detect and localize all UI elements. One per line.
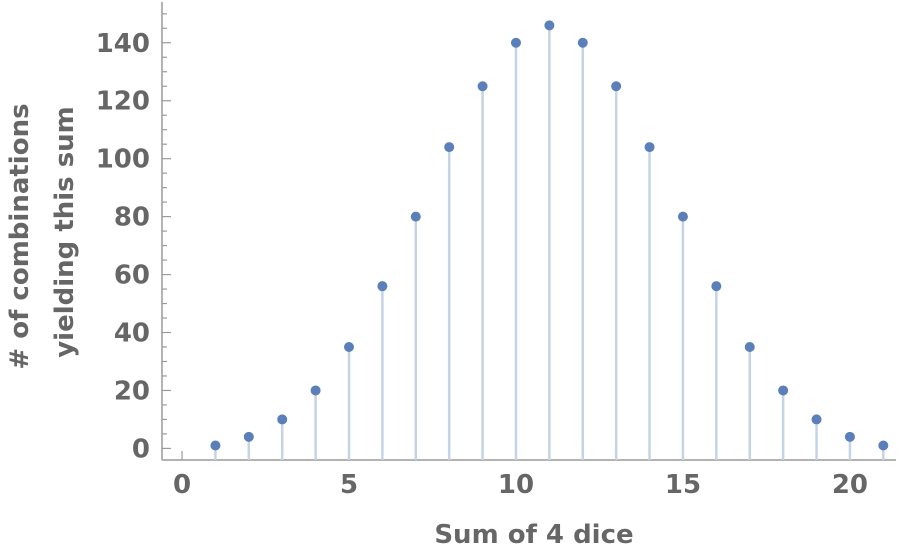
data-point bbox=[477, 81, 488, 92]
x-tick-label: 15 bbox=[665, 470, 701, 500]
x-tick-label: 0 bbox=[173, 470, 191, 500]
ticks: 0 20 40 60 80 100 120 140 0 5 10 15 20 bbox=[96, 13, 884, 500]
y-axis-title-line-2: yielding this sum bbox=[50, 106, 80, 358]
data-point bbox=[577, 37, 588, 48]
y-tick-label: 120 bbox=[96, 87, 150, 117]
y-axis-title: # of combinations yielding this sum bbox=[5, 94, 80, 369]
y-tick-label: 140 bbox=[96, 29, 150, 59]
data-point bbox=[510, 37, 521, 48]
y-axis-title-line-1: # of combinations bbox=[5, 103, 35, 369]
x-axis-title: Sum of 4 dice bbox=[434, 520, 633, 550]
data-point bbox=[544, 20, 555, 31]
x-tick-label: 20 bbox=[832, 470, 868, 500]
data-point bbox=[210, 440, 221, 451]
data-point bbox=[878, 440, 889, 451]
data-point bbox=[410, 211, 421, 222]
data-point bbox=[444, 142, 455, 153]
data-point bbox=[644, 142, 655, 153]
data-point bbox=[844, 431, 855, 442]
data-point bbox=[310, 385, 321, 396]
data-point bbox=[677, 211, 688, 222]
x-tick-label: 5 bbox=[340, 470, 358, 500]
y-tick-label: 60 bbox=[114, 261, 150, 291]
data-point bbox=[811, 414, 822, 425]
y-tick-label: 20 bbox=[114, 376, 150, 406]
data-point bbox=[778, 385, 789, 396]
y-tick-label: 40 bbox=[114, 319, 150, 349]
data-point bbox=[377, 281, 388, 292]
x-tick-label: 10 bbox=[498, 470, 534, 500]
y-tick-label: 0 bbox=[132, 434, 150, 464]
data-point bbox=[344, 342, 355, 352]
points bbox=[210, 20, 889, 451]
data-point bbox=[243, 431, 254, 442]
data-point bbox=[744, 342, 755, 352]
data-point bbox=[611, 81, 622, 92]
data-point bbox=[711, 281, 722, 292]
y-tick-label: 100 bbox=[96, 145, 150, 175]
y-tick-label: 80 bbox=[114, 203, 150, 233]
data-point bbox=[277, 414, 288, 425]
stems bbox=[214, 25, 885, 460]
